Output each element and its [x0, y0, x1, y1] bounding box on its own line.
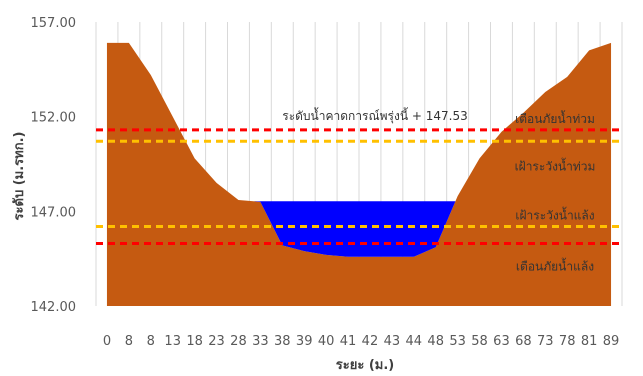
reference-line-label: เตือนภัยน้ำแล้ง: [516, 258, 594, 274]
y-tick-label: 142.00: [31, 300, 77, 315]
x-tick-label: 23: [208, 334, 225, 349]
x-tick-label: 81: [581, 334, 598, 349]
x-tick-label: 44: [406, 334, 423, 349]
x-tick-label: 78: [559, 334, 576, 349]
y-axis-ticks: 142.00 147.00 152.00 157.00: [31, 16, 77, 315]
x-tick-label: 63: [493, 334, 510, 349]
x-tick-label: 53: [449, 334, 466, 349]
x-tick-label: 8: [147, 334, 155, 349]
x-tick-label: 89: [603, 334, 620, 349]
x-tick-label: 42: [362, 334, 379, 349]
y-tick-label: 157.00: [31, 16, 77, 31]
x-tick-label: 8: [125, 334, 133, 349]
x-tick-label: 73: [537, 334, 554, 349]
ground-profile: [106, 42, 612, 307]
x-tick-label: 33: [252, 334, 269, 349]
reference-lines: เตือนภัยน้ำท่วมเฝ้าระวังน้ำท่วมเฝ้าระวัง…: [96, 110, 622, 274]
x-tick-label: 43: [384, 334, 401, 349]
y-axis-title: ระดับ (ม.รทก.): [12, 132, 27, 221]
x-tick-label: 13: [164, 334, 181, 349]
x-axis-title: ระยะ (ม.): [336, 358, 394, 373]
x-tick-label: 68: [515, 334, 532, 349]
ground-area: [106, 42, 612, 307]
x-axis-ticks: 0 8 8 13 18 23 28 33 38 39 40 41 42 43 44 48 53 58 63 68 73 7…: [103, 334, 619, 349]
x-tick-label: 41: [340, 334, 357, 349]
x-tick-label: 48: [427, 334, 444, 349]
y-tick-label: 147.00: [31, 205, 77, 220]
x-tick-label: 39: [296, 334, 313, 349]
reference-line-label: เฝ้าระวังน้ำท่วม: [515, 157, 596, 173]
x-tick-label: 28: [230, 334, 247, 349]
reference-line-label: เตือนภัยน้ำท่วม: [515, 110, 595, 126]
x-tick-label: 18: [186, 334, 203, 349]
y-tick-label: 152.00: [31, 111, 77, 126]
x-tick-label: 0: [103, 334, 111, 349]
x-tick-label: 58: [471, 334, 488, 349]
x-tick-label: 40: [318, 334, 335, 349]
x-tick-label: 38: [274, 334, 291, 349]
forecast-annotation: ระดับน้ำคาดการณ์พรุ่งนี้ + 147.53: [282, 107, 467, 124]
reference-line-label: เฝ้าระวังน้ำแล้ง: [515, 206, 594, 222]
